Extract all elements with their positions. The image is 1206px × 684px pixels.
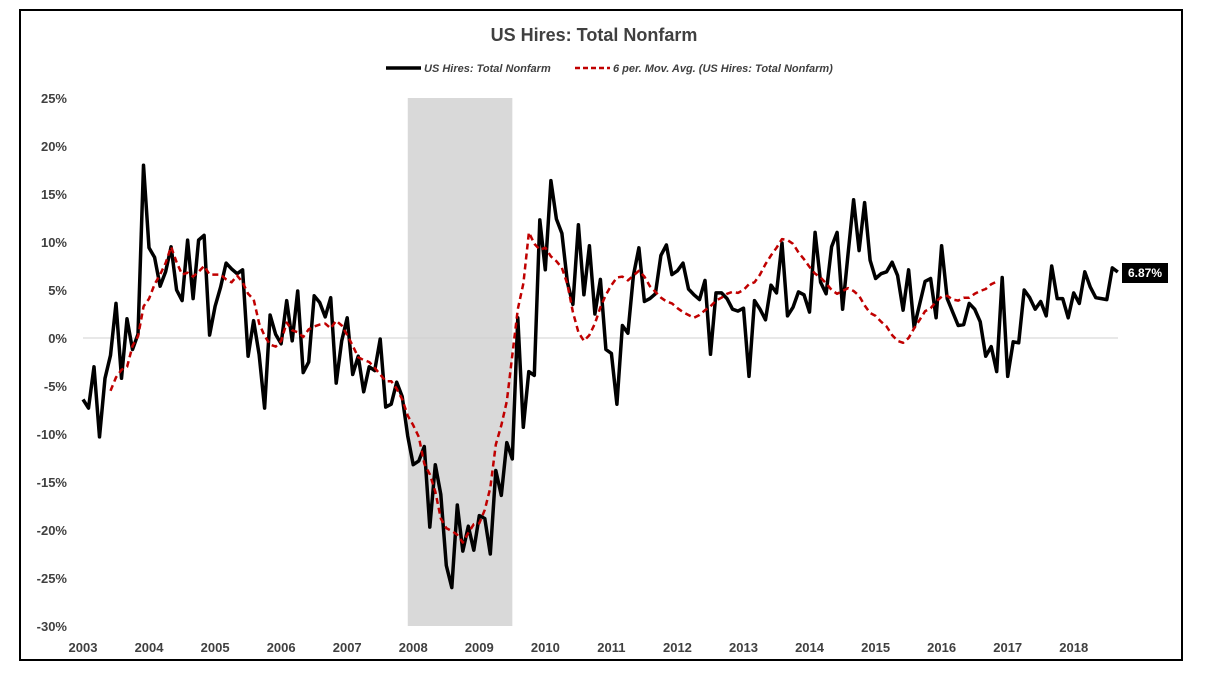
x-tick-label: 2008 [399, 640, 428, 655]
x-tick-label: 2013 [729, 640, 758, 655]
y-tick-label: -25% [37, 571, 68, 586]
x-tick-label: 2011 [597, 640, 625, 655]
end-value-label-text: 6.87% [1128, 266, 1162, 280]
end-value-label-background [1122, 263, 1168, 283]
y-tick-label: 15% [41, 187, 67, 202]
y-tick-label: 10% [41, 235, 67, 250]
x-tick-label: 2012 [663, 640, 692, 655]
x-tick-label: 2009 [465, 640, 494, 655]
y-axis: 25% 20% 15% 10% 5% 0% -5% -10% -15% -20% -25% -30% [37, 91, 68, 634]
y-tick-label: 5% [48, 283, 67, 298]
y-tick-label: -15% [37, 475, 68, 490]
chart-frame: 25% 20% 15% 10% 5% 0% -5% -10% -15% -20% -25% -30% … [19, 9, 1183, 661]
x-tick-label: 2006 [267, 640, 296, 655]
x-tick-label: 2017 [993, 640, 1022, 655]
recession-shading [407, 98, 513, 626]
x-tick-label: 2007 [333, 640, 362, 655]
chart: 25%20%15%10%5%0%-5%-10%-15%-20%-25%-30% … [37, 25, 1168, 655]
x-tick-label: 2015 [861, 640, 890, 655]
y-tick-label: -20% [37, 523, 68, 538]
series-line-hires [81, 163, 1119, 590]
x-tick-label: 2014 [795, 640, 825, 655]
y-tick-label: 0% [48, 331, 67, 346]
y-tick-label: -5% [44, 379, 68, 394]
x-tick-label: 2003 [69, 640, 98, 655]
series-line-moving-avg [109, 231, 998, 544]
chart-title: US Hires: Total Nonfarm [491, 25, 698, 45]
x-tick-label: 2018 [1059, 640, 1088, 655]
end-value-label: 6.87% [1122, 263, 1168, 283]
y-tick-label: -10% [37, 427, 68, 442]
series-layer [81, 163, 1119, 590]
legend: US Hires: Total Nonfarm 6 per. Mov. Avg.… [386, 63, 833, 75]
y-tick-label: 25% [41, 91, 67, 106]
x-tick-label: 2016 [927, 640, 956, 655]
x-tick-label: 2004 [135, 640, 165, 655]
x-axis: 2003 2004 2005 2006 2007 2008 2009 2010 2011 2012… [69, 640, 1089, 655]
y-tick-label: -30% [37, 619, 68, 634]
legend-label-hires: US Hires: Total Nonfarm [424, 63, 551, 75]
x-tick-label: 2010 [531, 640, 560, 655]
y-tick-label: 20% [41, 139, 67, 154]
legend-label-moving-avg: 6 per. Mov. Avg. (US Hires: Total Nonfar… [613, 63, 833, 75]
x-tick-label: 2005 [201, 640, 230, 655]
